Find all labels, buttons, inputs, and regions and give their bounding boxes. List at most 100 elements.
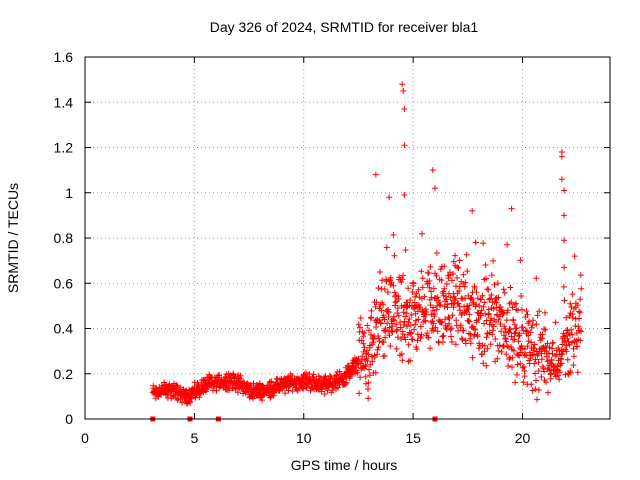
- data-point: [408, 312, 415, 318]
- data-point: [441, 263, 448, 270]
- data-point: [419, 275, 426, 282]
- data-point: [431, 311, 438, 317]
- data-point: [450, 304, 457, 311]
- data-point: [497, 321, 504, 327]
- data-point: [395, 296, 402, 302]
- data-point: [452, 295, 459, 302]
- data-point: [454, 274, 461, 281]
- data-point: [430, 304, 437, 311]
- data-point: [519, 306, 525, 313]
- data-point: [428, 288, 435, 295]
- data-point: [372, 303, 379, 310]
- data-point: [484, 345, 491, 352]
- data-point: [381, 327, 388, 334]
- data-point: [324, 387, 331, 394]
- data-point: [366, 372, 373, 379]
- data-point: [366, 366, 372, 373]
- data-point: [153, 385, 160, 392]
- data-point: [505, 363, 512, 369]
- x-tick-label: 10: [296, 430, 312, 446]
- data-point: [558, 360, 565, 367]
- data-point: [245, 387, 252, 394]
- data-point: [526, 318, 533, 325]
- data-point: [395, 312, 402, 319]
- data-point: [485, 311, 492, 318]
- data-point: [489, 331, 496, 338]
- data-point: [417, 304, 424, 311]
- data-point: [454, 264, 461, 271]
- data-point: [378, 307, 385, 314]
- data-point: [555, 345, 562, 351]
- data-point: [402, 336, 409, 343]
- data-point: [440, 339, 446, 346]
- data-point: [538, 350, 545, 357]
- data-point: [370, 336, 377, 342]
- data-point: [449, 312, 456, 319]
- data-point: [386, 309, 392, 316]
- data-point: [424, 330, 431, 337]
- data-point: [554, 363, 561, 370]
- data-point: [533, 321, 540, 328]
- data-point: [423, 309, 430, 315]
- y-tick-label: 0.4: [54, 321, 74, 337]
- data-point: [486, 310, 492, 317]
- data-point: [508, 333, 515, 340]
- data-point: [475, 316, 482, 323]
- data-point: [430, 285, 437, 292]
- data-point: [483, 334, 490, 341]
- data-point: [232, 385, 239, 392]
- data-point: [294, 387, 301, 394]
- data-point: [321, 391, 328, 397]
- data-point: [417, 335, 424, 342]
- data-point: [517, 360, 524, 367]
- data-point: [536, 308, 543, 315]
- data-point: [407, 322, 414, 329]
- data-point: [437, 301, 444, 308]
- data-point: [359, 353, 366, 360]
- data-point: [237, 375, 244, 382]
- data-point: [432, 324, 439, 331]
- data-point: [166, 381, 173, 388]
- data-point: [280, 383, 287, 390]
- data-point: [400, 322, 407, 328]
- data-point: [401, 142, 408, 149]
- data-point: [507, 284, 514, 291]
- data-point: [414, 337, 421, 344]
- data-point: [535, 387, 542, 393]
- data-point: [538, 374, 545, 380]
- data-point: [438, 277, 445, 284]
- data-point: [503, 351, 510, 358]
- data-point: [513, 300, 519, 307]
- data-point: [529, 387, 536, 394]
- y-tick-label: 1.6: [54, 49, 74, 65]
- data-point: [377, 320, 384, 327]
- data-point: [381, 286, 388, 293]
- data-point: [515, 338, 522, 345]
- data-point: [495, 294, 502, 301]
- data-point: [399, 276, 406, 283]
- data-point: [527, 355, 534, 362]
- data-point: [390, 231, 397, 238]
- data-point: [542, 326, 549, 333]
- data-point: [397, 319, 404, 326]
- data-point: [479, 292, 486, 299]
- data-point: [380, 301, 387, 308]
- data-point: [400, 87, 407, 94]
- data-point: [483, 275, 489, 282]
- data-point: [549, 345, 556, 352]
- data-point: [565, 338, 572, 345]
- data-point: [500, 310, 507, 317]
- data-point: [450, 258, 457, 265]
- data-point: [389, 328, 396, 335]
- x-tick-label: 0: [81, 430, 89, 446]
- data-point: [522, 346, 528, 352]
- data-point: [545, 389, 551, 396]
- data-point: [398, 351, 405, 357]
- data-point: [415, 286, 422, 293]
- data-point: [465, 318, 472, 324]
- data-point: [355, 321, 362, 328]
- data-point: [503, 338, 510, 345]
- data-point: [375, 285, 382, 291]
- data-point: [514, 371, 520, 378]
- data-point: [521, 373, 528, 380]
